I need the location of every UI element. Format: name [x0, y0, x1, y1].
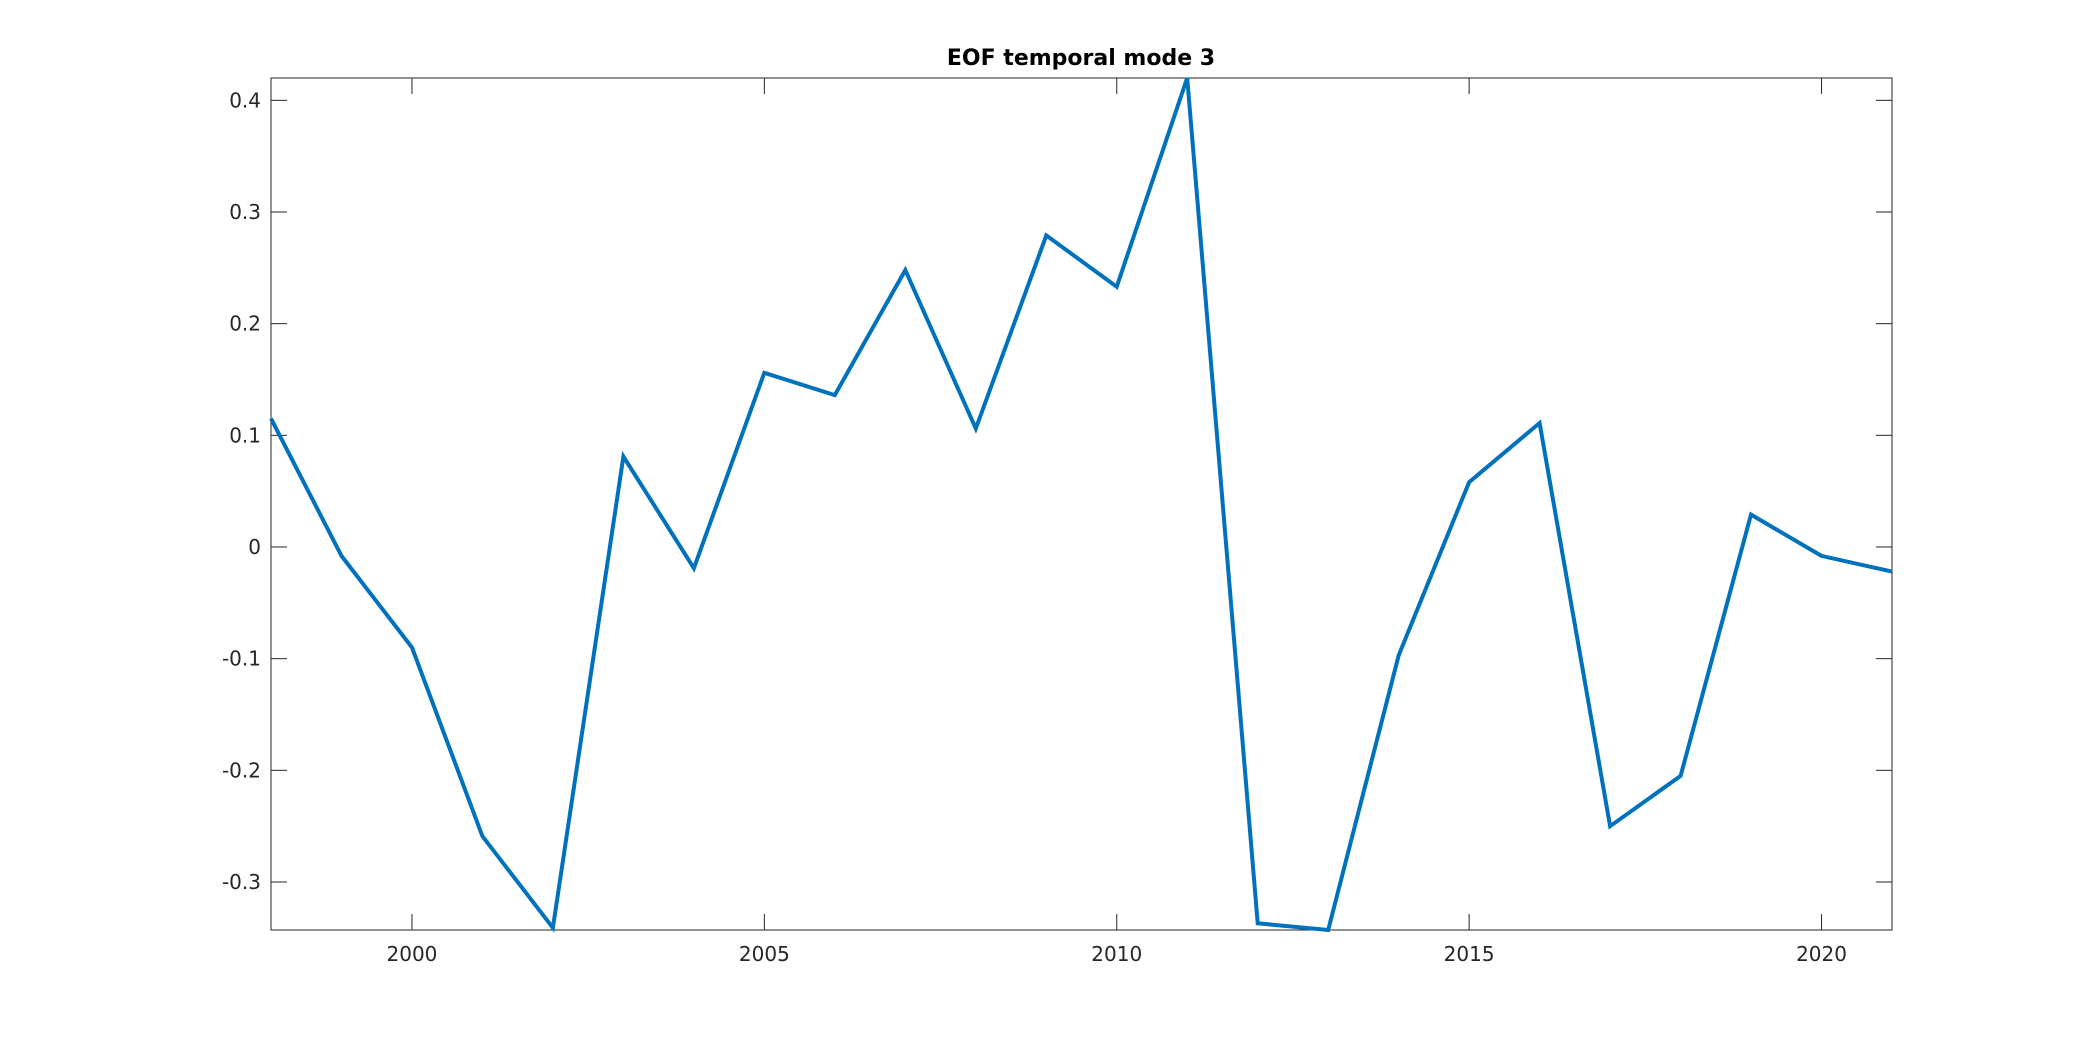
y-tick-label: -0.1	[222, 647, 261, 671]
x-tick-label: 2010	[1091, 942, 1142, 966]
x-axis-tick-labels: 2000 2005 2010 2015 2020	[387, 942, 1847, 966]
y-tick-label: 0	[248, 535, 261, 559]
y-tick-label: 0.4	[229, 88, 261, 112]
y-tick-label: 0.3	[229, 200, 261, 224]
y-tick-label: -0.2	[222, 758, 261, 782]
plot-area	[270, 77, 1893, 931]
x-tick-label: 2000	[387, 942, 438, 966]
chart-title: EOF temporal mode 3	[947, 46, 1215, 71]
y-axis-ticks	[271, 99, 1892, 883]
series-layer	[269, 77, 1893, 933]
y-tick-label: 0.2	[229, 312, 261, 336]
y-tick-label: 0.1	[229, 423, 261, 447]
y-tick-label: -0.3	[222, 870, 261, 894]
x-tick-label: 2020	[1796, 942, 1847, 966]
x-axis-ticks	[411, 78, 1823, 930]
y-axis-tick-labels: -0.3 -0.2 -0.1 0 0.1 0.2 0.3 0.4	[222, 88, 261, 894]
series-line	[269, 77, 1893, 933]
x-tick-label: 2005	[739, 942, 790, 966]
x-tick-label: 2015	[1444, 942, 1495, 966]
